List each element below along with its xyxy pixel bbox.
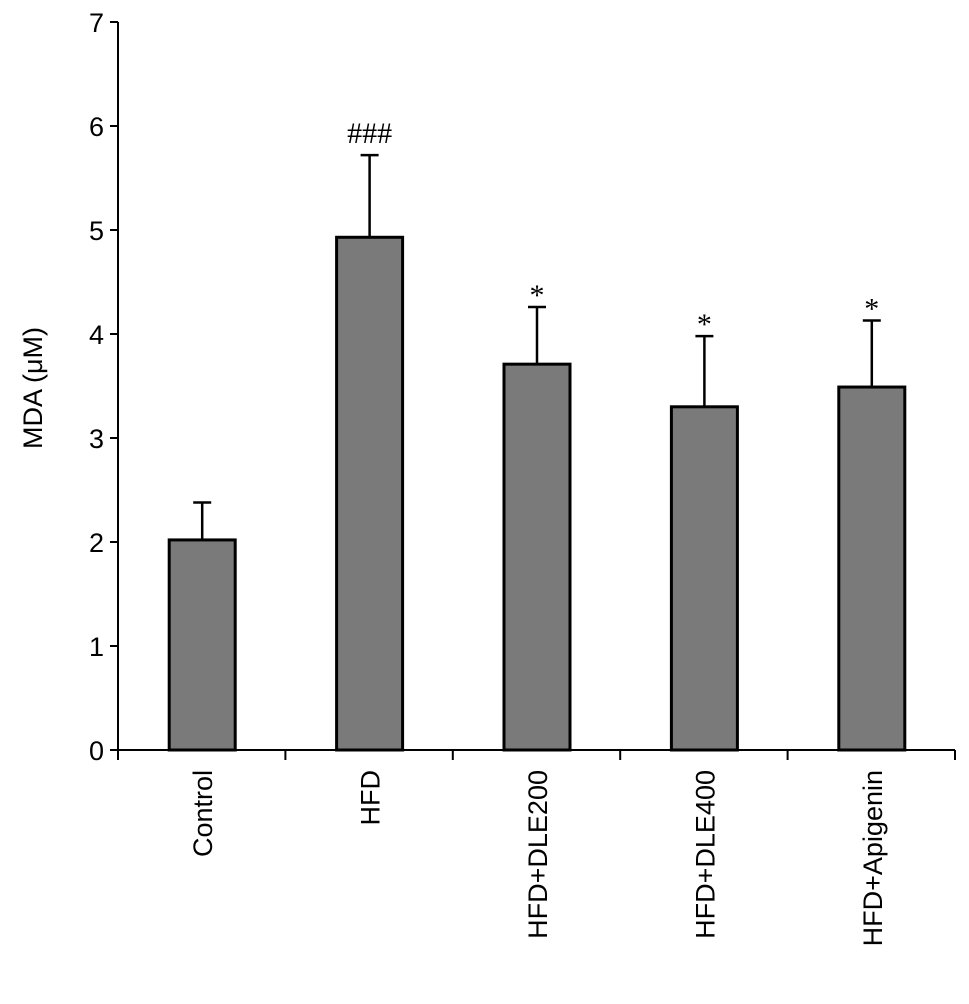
category-label: Control xyxy=(188,770,218,857)
error-bar xyxy=(695,334,714,407)
significance-annotation: * xyxy=(697,308,712,341)
bars xyxy=(167,235,907,752)
significance-annotation: * xyxy=(864,292,879,325)
y-tick-label: 4 xyxy=(89,320,104,350)
y-axis: 0 1 2 3 4 5 6 7 xyxy=(89,8,119,766)
y-tick-label: 6 xyxy=(89,112,104,142)
bar xyxy=(669,405,739,752)
error-bar xyxy=(193,501,212,540)
y-axis-label: MDA (μM) xyxy=(18,327,48,449)
category-label: HFD xyxy=(356,770,386,826)
category-labels: Control HFD HFD+DLE200 HFD+DLE400 HFD+Apigen… xyxy=(188,770,888,946)
error-bar xyxy=(360,153,379,238)
significance-annotations: ### * * * xyxy=(347,117,879,341)
bar xyxy=(167,538,237,752)
error-bar xyxy=(862,319,881,388)
category-label: HFD+DLE200 xyxy=(523,770,553,939)
significance-annotation: ### xyxy=(347,117,392,150)
category-label: HFD+Apigenin xyxy=(858,770,888,946)
y-tick-label: 0 xyxy=(89,736,104,766)
y-tick-label: 5 xyxy=(89,216,104,246)
error-bars xyxy=(193,153,881,540)
y-tick-label: 2 xyxy=(89,528,104,558)
bar xyxy=(502,362,572,752)
category-label: HFD+DLE400 xyxy=(690,770,720,939)
y-tick-label: 3 xyxy=(89,424,104,454)
error-bar xyxy=(528,305,546,365)
bar xyxy=(837,385,907,752)
bar xyxy=(335,235,405,752)
significance-annotation: * xyxy=(530,279,545,312)
y-tick-label: 7 xyxy=(89,8,104,38)
y-tick-label: 1 xyxy=(89,632,104,662)
